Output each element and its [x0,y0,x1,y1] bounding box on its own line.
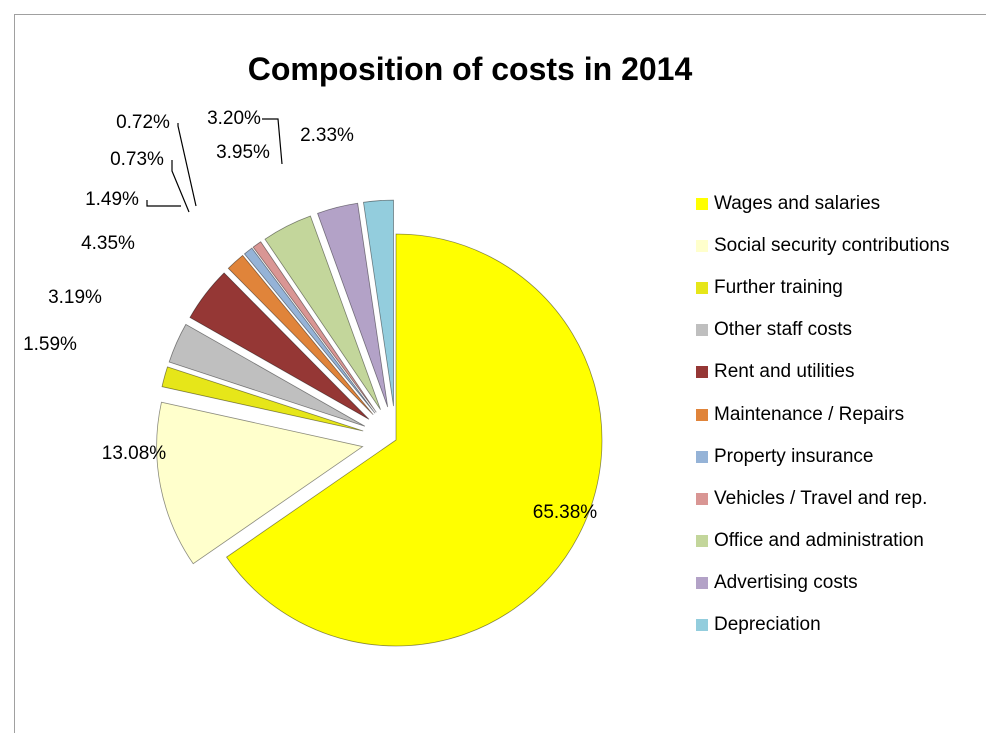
legend-swatch [696,492,708,505]
data-label-1: 65.38% [533,502,598,523]
legend-swatch [696,198,708,210]
pie-slice-4 [168,323,366,427]
legend-label: Maintenance / Repairs [714,403,905,425]
pie-slice-7 [243,247,376,414]
legend-swatch [696,282,708,295]
pie-slice-1 [225,233,603,647]
legend-swatch [696,450,708,463]
pie-slice-6 [227,254,374,416]
leader-line-7 [171,160,190,213]
legend-swatch [696,408,708,421]
legend-label: Office and administration [714,529,924,551]
legend-label: Rent and utilities [714,361,855,383]
pie-chart: 65.38% 13.08% 1.59% 3.19% 4.35% 1.49% 0.73% 0.7… [23,108,603,647]
pie-slice-2 [156,401,364,565]
legend-swatch [696,240,708,253]
data-label-6: 1.49% [85,189,139,210]
pie-slice-9 [264,215,381,410]
data-label-7: 0.73% [110,149,164,170]
pie-slice-5 [189,272,370,420]
data-label-11: 2.33% [300,125,354,146]
legend-label: Further training [714,277,843,299]
legend-label: Wages and salaries [714,193,881,214]
legend-label: Advertising costs [714,571,858,593]
pie-slice-10 [317,202,389,408]
chart-title: Composition of costs in 2014 [247,51,693,87]
data-label-3: 1.59% [23,334,77,355]
data-label-4: 3.19% [48,287,102,308]
legend-label: Property insurance [714,445,874,467]
leader-line-10 [262,118,283,165]
legend-label: Social security contributions [714,235,950,257]
pie-slice-3 [161,366,364,432]
pie-slice-8 [252,241,377,413]
data-label-9: 3.95% [216,142,270,163]
chart-area: Composition of costs in 2014 65.38% 13.08… [14,14,986,733]
legend-swatch [696,534,708,547]
data-label-5: 4.35% [81,233,135,254]
pie-slice-11 [363,199,394,407]
legend-swatch [696,366,708,379]
leader-line-6 [146,200,181,207]
data-label-10: 3.20% [207,108,261,129]
legend-label: Vehicles / Travel and rep. [714,487,928,509]
legend-label: Other staff costs [714,319,852,341]
legend-swatch [696,576,708,589]
leader-line-8 [177,123,197,207]
data-label-8: 0.72% [116,112,170,133]
data-label-2: 13.08% [102,443,167,464]
legend-label: Depreciation [714,614,821,635]
legend-swatch [696,324,708,337]
legend-swatch [696,619,708,631]
